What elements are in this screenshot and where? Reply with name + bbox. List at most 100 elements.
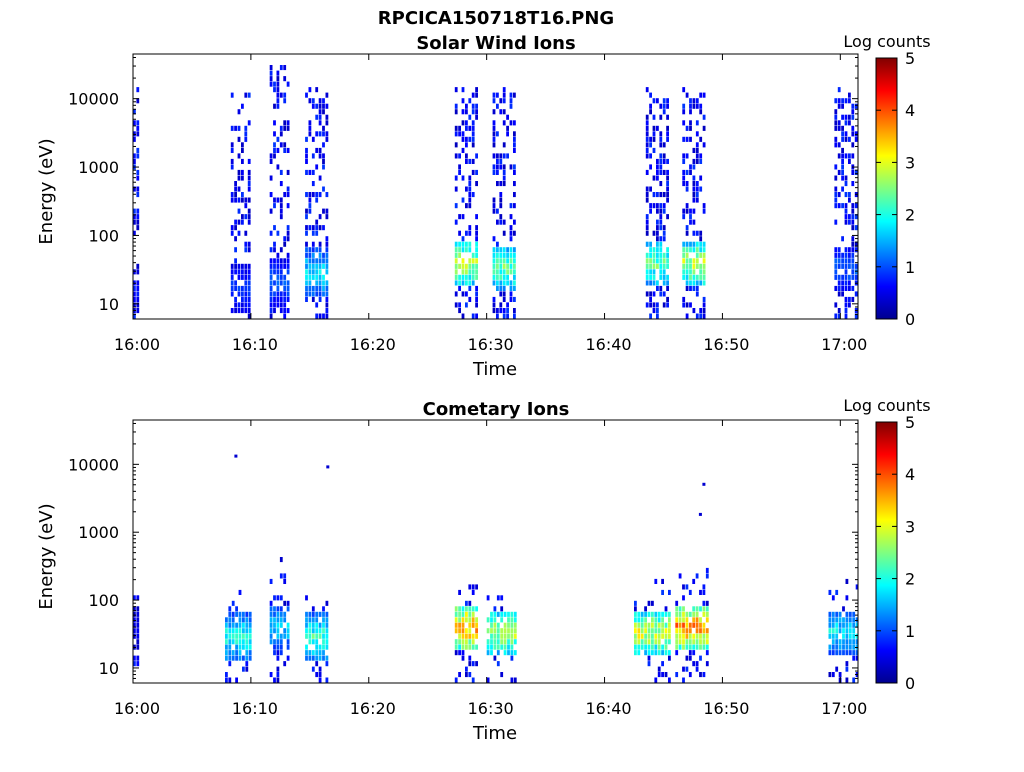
spectrogram-cell	[279, 595, 283, 601]
spectrogram-cell	[666, 280, 669, 286]
spectrogram-cell	[685, 252, 689, 258]
spectrogram-cell	[237, 136, 241, 142]
spectrogram-cell	[682, 181, 686, 187]
spectrogram-cell	[247, 263, 251, 269]
spectrogram-cell	[496, 280, 499, 286]
spectrogram-cell	[322, 208, 325, 214]
spectrogram-cell	[133, 285, 136, 291]
spectrogram-cell	[841, 258, 844, 264]
spectrogram-cell	[237, 197, 241, 203]
spectrogram-cell	[848, 644, 852, 650]
spectrogram-cell	[468, 175, 472, 181]
spectrogram-cell	[645, 225, 649, 231]
spectrogram-cell	[689, 125, 692, 131]
spectrogram-cell	[311, 241, 315, 247]
spectrogram-cell	[279, 650, 283, 656]
spectrogram-cell	[269, 600, 273, 606]
spectrogram-cell	[513, 203, 516, 209]
spectrogram-cell	[318, 147, 322, 153]
spectrogram-cell	[834, 98, 838, 104]
spectrogram-cell	[276, 666, 280, 672]
spectrogram-cell	[682, 258, 686, 264]
spectrogram-cell	[322, 164, 325, 170]
spectrogram-cell	[136, 192, 140, 198]
spectrogram-cell	[841, 186, 844, 192]
spectrogram-cell	[689, 103, 692, 109]
spectrogram-cell	[318, 225, 322, 231]
spectrogram-cell	[241, 197, 244, 203]
spectrogram-cell	[675, 600, 679, 606]
spectrogram-cell	[286, 203, 290, 209]
spectrogram-cell	[649, 258, 652, 264]
spectrogram-cell	[322, 258, 325, 264]
spectrogram-cell	[842, 650, 845, 656]
spectrogram-cell	[458, 617, 461, 623]
spectrogram-cell	[465, 644, 468, 650]
spectrogram-cell	[286, 606, 290, 612]
spectrogram-cell	[503, 628, 507, 634]
spectrogram-cell	[471, 169, 475, 175]
spectrogram-cell	[322, 125, 325, 131]
spectrogram-cell	[475, 584, 478, 590]
spectrogram-cell	[702, 606, 706, 612]
spectrogram-cell	[468, 158, 472, 164]
spectrogram-cell	[841, 147, 844, 153]
spectrogram-cell	[652, 274, 656, 280]
spectrogram-cell	[688, 644, 692, 650]
spectrogram-cell	[510, 677, 514, 683]
spectrogram-cell	[699, 153, 703, 159]
spectrogram-cell	[685, 633, 689, 639]
spectrogram-cell	[692, 181, 696, 187]
spectrogram-cell	[702, 628, 706, 634]
spectrogram-cell	[502, 164, 506, 170]
spectrogram-cell	[237, 125, 241, 131]
spectrogram-cell	[837, 258, 841, 264]
spectrogram-cell	[661, 589, 664, 595]
spectrogram-cell	[837, 291, 841, 297]
spectrogram-cell	[305, 92, 308, 98]
spectrogram-cell	[682, 584, 685, 590]
burst-6	[634, 578, 671, 683]
spectrogram-cell	[659, 203, 663, 209]
spectrogram-cell	[842, 622, 845, 628]
spectrogram-cell	[834, 120, 838, 126]
spectrogram-cell	[662, 169, 666, 175]
spectrogram-cell	[659, 236, 663, 242]
spectrogram-cell	[136, 208, 140, 214]
spectrogram-cell	[834, 186, 838, 192]
spectrogram-cell	[486, 628, 490, 634]
spectrogram-cell	[315, 650, 319, 656]
spectrogram-cell	[276, 655, 280, 661]
spectrogram-cell	[318, 192, 322, 198]
spectrogram-cell	[848, 98, 851, 104]
spectrogram-cell	[273, 622, 276, 628]
spectrogram-cell	[269, 302, 273, 308]
spectrogram-cell	[842, 617, 845, 623]
spectrogram-cell	[682, 595, 685, 601]
spectrogram-cell	[496, 644, 500, 650]
spectrogram-cell	[273, 296, 276, 302]
spectrogram-cell	[851, 252, 855, 258]
spectrogram-cell	[283, 147, 287, 153]
spectrogram-cell	[844, 136, 848, 142]
spectrogram-cell	[311, 296, 315, 302]
spectrogram-cell	[235, 606, 238, 612]
spectrogram-cell	[513, 169, 516, 175]
spectrogram-cell	[468, 644, 472, 650]
spectrogram-cell	[845, 622, 849, 628]
spectrogram-cell	[634, 633, 637, 639]
spectrogram-cell	[842, 606, 845, 612]
spectrogram-cell	[461, 109, 465, 115]
spectrogram-cell	[237, 308, 241, 314]
spectrogram-cell	[509, 214, 513, 220]
spectrogram-cell	[454, 186, 458, 192]
spectrogram-cell	[496, 628, 500, 634]
spectrogram-cell	[468, 655, 472, 661]
spectrogram-cell	[308, 208, 312, 214]
spectrogram-cell	[308, 628, 312, 634]
spectrogram-cell	[649, 269, 652, 275]
spectrogram-cell	[471, 584, 475, 590]
colorbar-tick-label: 0	[905, 674, 915, 693]
spectrogram-cell	[506, 247, 509, 253]
spectrogram-cell	[234, 186, 237, 192]
